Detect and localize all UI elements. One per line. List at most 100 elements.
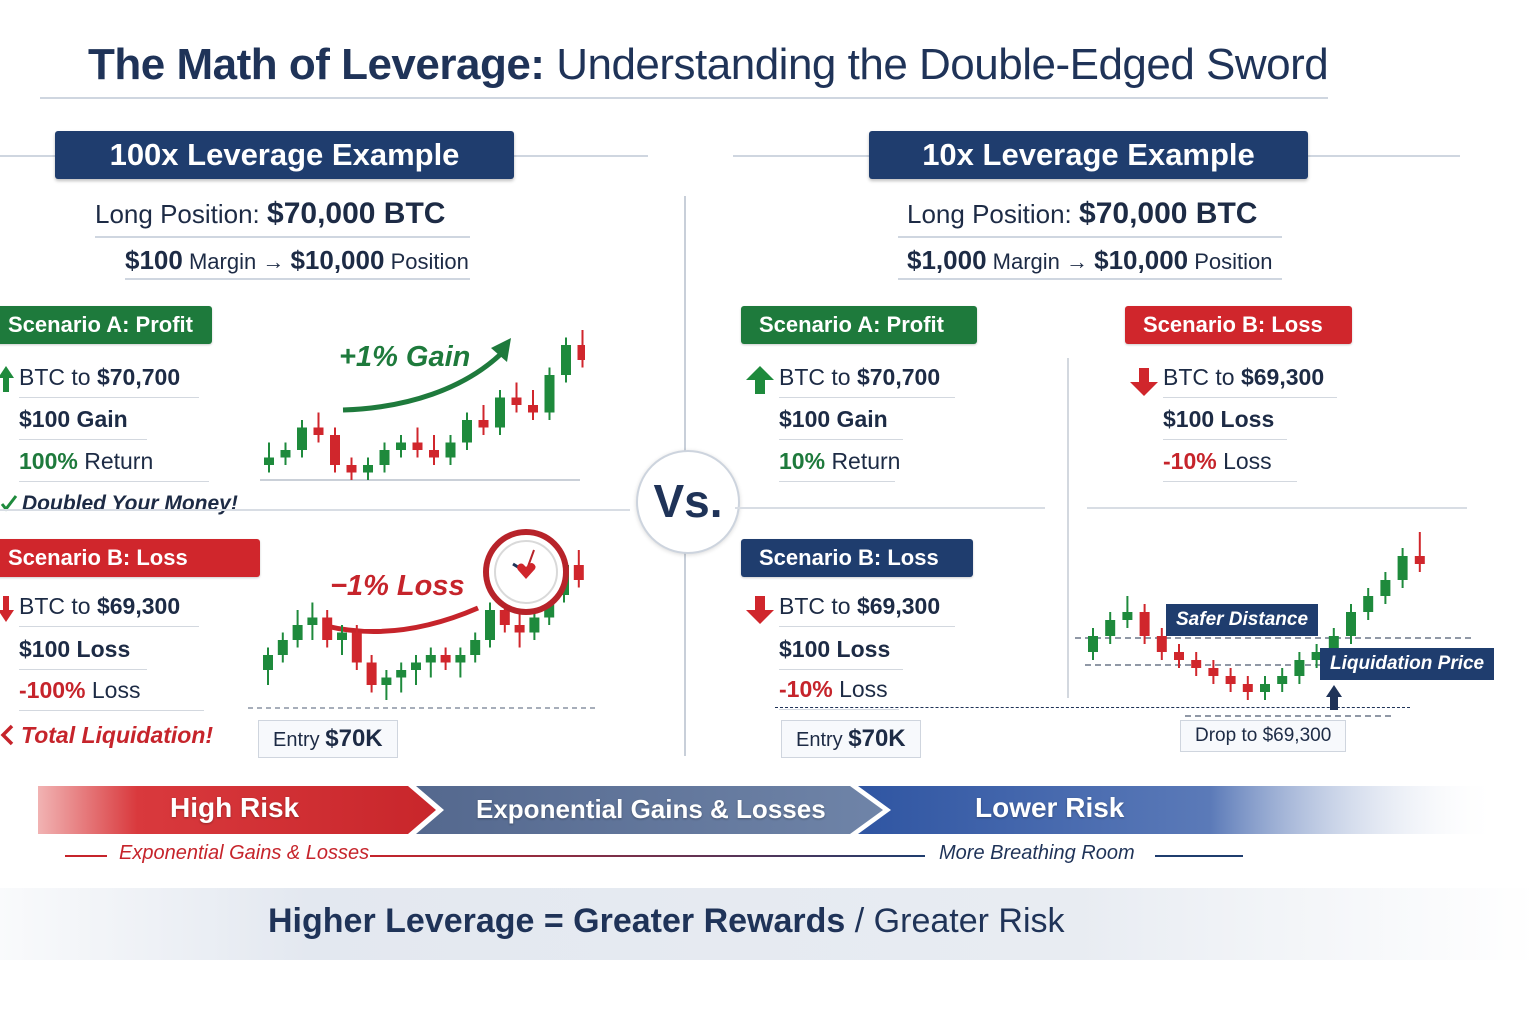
candle-body [1294, 660, 1305, 676]
arrow-up-icon [746, 366, 774, 394]
candle-body [1363, 596, 1374, 612]
right-b-top-return: -10% Loss [1163, 448, 1297, 482]
liquidation-guide-line [775, 707, 1410, 708]
candle-body [495, 397, 505, 428]
candle-body [322, 617, 333, 640]
candle-body [1156, 636, 1167, 652]
right-divider [1067, 358, 1069, 698]
gain-curve-arrow [342, 348, 507, 413]
arrow-up-icon [1326, 685, 1342, 710]
bottom-banner [0, 888, 1536, 960]
candle-body [1414, 556, 1425, 564]
divider [65, 855, 107, 857]
candle-body [478, 420, 489, 428]
gain-candlestick-chart: +1% Gain [260, 330, 585, 481]
left-margin: $100 Margin → $10,000 Position [125, 245, 469, 275]
left-b-price: BTC to $69,300 [19, 593, 199, 627]
risk-band [38, 786, 1498, 834]
candle-body [1122, 612, 1133, 620]
divider [1087, 507, 1467, 509]
right-scenario-b-top-tag: Scenario B: Loss [1125, 306, 1352, 344]
clock-icon [483, 529, 569, 615]
left-b-loss: $100 Loss [19, 636, 147, 670]
divider [0, 155, 56, 157]
arrow-down-icon [1130, 368, 1158, 396]
candle-body [1328, 636, 1339, 652]
middle-label: Exponential Gains & Losses [476, 794, 826, 824]
drop-label: Drop to $69,300 [1180, 720, 1347, 752]
candle-body [1346, 612, 1356, 636]
candle-body [280, 450, 291, 458]
candle-body [277, 640, 288, 655]
loss-candlestick-chart: −1% Loss [248, 529, 598, 709]
divider [514, 155, 648, 157]
candle-body [263, 655, 273, 670]
candle-body [1242, 684, 1253, 692]
left-a-return: 100% Return [19, 448, 209, 482]
candle-body [1105, 620, 1116, 636]
candles [264, 330, 585, 480]
candle-body [1225, 676, 1236, 684]
candle-body [499, 610, 510, 625]
left-a-note: Doubled Your Money! [22, 492, 238, 515]
candle-body [1380, 580, 1391, 596]
candle-body [292, 625, 303, 640]
right-scenario-a-tag: Scenario A: Profit [741, 306, 977, 344]
candle-body [573, 565, 584, 580]
candle-body [1191, 660, 1202, 668]
arrow-up-right-icon [491, 338, 511, 362]
candle-body [1397, 556, 1408, 580]
divider [898, 236, 1282, 238]
arrow-down-icon [746, 596, 774, 624]
left-scenario-a-tag: Scenario A: Profit [0, 306, 212, 344]
candle-body [363, 465, 373, 473]
divider [733, 155, 869, 157]
candle-body [455, 655, 466, 663]
candle-body [1088, 636, 1098, 652]
high-risk-segment [38, 786, 436, 834]
candle-body [330, 435, 340, 465]
candle-body [462, 420, 472, 443]
sub-left-label: Exponential Gains & Losses [119, 842, 370, 864]
candle-body [1139, 612, 1150, 636]
candle-body [1260, 684, 1270, 692]
candle-body [425, 655, 436, 663]
right-b-return: -10% Loss [779, 676, 899, 710]
candle-body [411, 662, 421, 670]
low-risk-segment [858, 786, 1498, 834]
candle-body [366, 662, 377, 685]
chart-gain-label: +1% Gain [339, 341, 470, 373]
candle-body [412, 442, 423, 450]
left-b-return: -100% Loss [19, 677, 204, 711]
divider [1308, 155, 1460, 157]
left-b-note: Total Liquidation! [21, 722, 214, 748]
left-entry-label: Entry $70K [258, 720, 398, 758]
right-margin: $1,000 Margin → $10,000 Position [907, 245, 1273, 275]
high-risk-label: High Risk [170, 792, 300, 823]
left-scenario-b-tag: Scenario B: Loss [0, 539, 260, 577]
candle-body [381, 677, 392, 685]
vs-badge: Vs. [636, 450, 740, 554]
left-position: Long Position: $70,000 BTC [95, 197, 446, 230]
divider [898, 278, 1282, 280]
right-a-return: 10% Return [779, 448, 900, 482]
candle-body [485, 610, 495, 640]
right-a-price: BTC to $70,700 [779, 364, 955, 398]
candle-body [511, 397, 522, 405]
candle-body [470, 640, 481, 655]
bottom-summary: Higher Leverage = Greater Rewards / Grea… [268, 902, 1065, 940]
x-mark-icon [0, 724, 14, 746]
candle-body [1311, 652, 1322, 660]
candle-body [346, 465, 357, 473]
loss-curve-arrow [325, 605, 479, 635]
right-entry-label: Entry $70K [781, 720, 921, 758]
candle-body [297, 427, 307, 450]
liquidation-price-callout: Liquidation Price [1320, 648, 1495, 680]
candle-body [337, 632, 347, 640]
middle-segment [416, 786, 883, 834]
right-scenario-b-tag: Scenario B: Loss [741, 539, 973, 577]
safer-distance-callout: Safer Distance [1166, 604, 1319, 636]
right-b-top-price: BTC to $69,300 [1163, 364, 1337, 398]
left-header: 100x Leverage Example [55, 131, 514, 179]
candle-body [351, 632, 362, 663]
